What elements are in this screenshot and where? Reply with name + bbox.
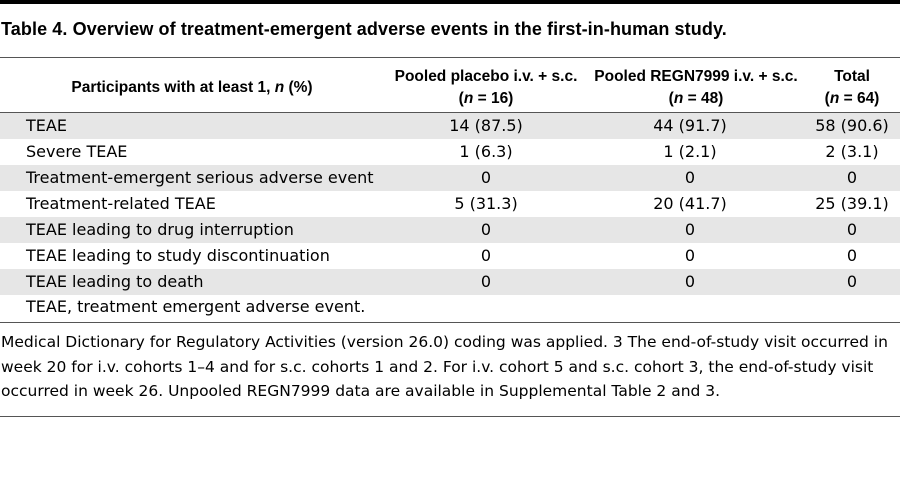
row-header-suffix: (%) [284, 79, 313, 96]
footnote-bottom-rule [0, 416, 900, 417]
regn7999-cell: 1 (2.1) [663, 142, 717, 161]
n-value: = 64) [839, 90, 880, 107]
header-top-rule [0, 57, 900, 58]
placebo-cell: 1 (6.3) [459, 142, 513, 161]
n-symbol: n [463, 90, 474, 107]
total-cell: 58 (90.6) [815, 116, 889, 135]
row-label: Severe TEAE [26, 142, 128, 161]
placebo-cell: 0 [480, 168, 492, 187]
top-border [0, 0, 900, 4]
regn7999-cell: 20 (41.7) [653, 194, 727, 213]
table-footnote: Medical Dictionary for Regulatory Activi… [1, 333, 888, 400]
column-header-regn7999: Pooled REGN7999 i.v. + s.c. (n = 48) [590, 66, 802, 110]
row-header-label: Participants with at least 1, n (%) [40, 77, 344, 99]
column-header-placebo-n: (n = 16) [458, 90, 514, 107]
total-cell: 0 [846, 220, 858, 239]
placebo-cell: 0 [480, 220, 492, 239]
regn7999-cell: 0 [684, 220, 696, 239]
column-header-regn7999-n: (n = 48) [668, 90, 724, 107]
n-value: = 16) [473, 90, 514, 107]
regn7999-cell: 0 [684, 246, 696, 265]
column-header-regn7999-title: Pooled REGN7999 i.v. + s.c. [594, 68, 798, 85]
abbreviation-note: TEAE, treatment emergent adverse event. [26, 297, 366, 316]
table-row: Treatment-emergent serious adverse event… [0, 165, 900, 191]
header-bottom-rule [0, 112, 900, 113]
total-cell: 25 (39.1) [815, 194, 889, 213]
total-cell: 0 [846, 168, 858, 187]
column-header-placebo: Pooled placebo i.v. + s.c. (n = 16) [386, 66, 586, 110]
column-header-placebo-title: Pooled placebo i.v. + s.c. [394, 68, 578, 85]
table-title: Table 4. Overview of treatment-emergent … [1, 19, 727, 39]
row-label: TEAE leading to death [26, 272, 204, 291]
total-cell: 0 [846, 246, 858, 265]
table-bottom-rule [0, 322, 900, 323]
placebo-cell: 0 [480, 246, 492, 265]
placebo-cell: 0 [480, 272, 492, 291]
column-header-total: Total (n = 64) [800, 66, 900, 110]
table-row: TEAE leading to study discontinuation 0 … [0, 243, 900, 269]
row-label: Treatment-related TEAE [26, 194, 216, 213]
table-row: TEAE leading to death 0 0 0 [0, 269, 900, 295]
regn7999-cell: 0 [684, 168, 696, 187]
total-cell: 0 [846, 272, 858, 291]
table-row: TEAE leading to drug interruption 0 0 0 [0, 217, 900, 243]
n-symbol: n [673, 90, 684, 107]
n-symbol: n [829, 90, 840, 107]
row-label: TEAE leading to study discontinuation [26, 246, 330, 265]
regn7999-cell: 44 (91.7) [653, 116, 727, 135]
column-header-total-title: Total [834, 68, 870, 85]
table-row: Severe TEAE 1 (6.3) 1 (2.1) 2 (3.1) [0, 139, 900, 165]
placebo-cell: 5 (31.3) [454, 194, 518, 213]
placebo-cell: 14 (87.5) [449, 116, 523, 135]
total-cell: 2 (3.1) [825, 142, 879, 161]
row-header-prefix: Participants with at least 1, [71, 79, 275, 96]
row-label: TEAE [26, 116, 67, 135]
row-label: TEAE leading to drug interruption [26, 220, 294, 239]
table-row: Treatment-related TEAE 5 (31.3) 20 (41.7… [0, 191, 900, 217]
n-value: = 48) [683, 90, 724, 107]
row-label: Treatment-emergent serious adverse event [26, 168, 374, 187]
column-header-total-n: (n = 64) [824, 90, 880, 107]
row-header-n: n [274, 79, 285, 96]
table-row: TEAE 14 (87.5) 44 (91.7) 58 (90.6) [0, 113, 900, 139]
regn7999-cell: 0 [684, 272, 696, 291]
